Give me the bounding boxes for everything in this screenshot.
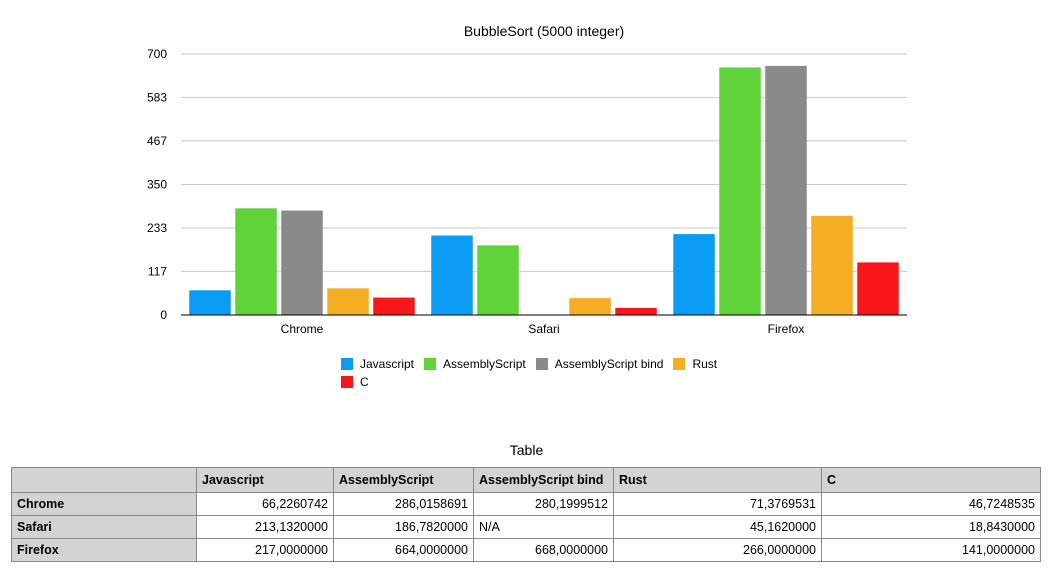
table-cell: 66,2260742 [196, 492, 334, 516]
row-label-chrome: Chrome [11, 492, 197, 516]
legend: Javascript AssemblyScript AssemblyScript… [341, 357, 761, 389]
x-tick-label: Safari [528, 322, 559, 336]
legend-item-assemblyscript-bind: AssemblyScript bind [535, 357, 664, 371]
legend-swatch-assemblyscript-bind [535, 358, 548, 370]
legend-item-c: C [341, 375, 369, 389]
table-cell: 71,3769531 [613, 492, 822, 516]
y-tick-label: 583 [147, 91, 167, 105]
y-axis-ticks: 0 117 233 350 467 583 700 [147, 47, 167, 322]
table-cell: 18,8430000 [821, 515, 1041, 539]
table-header-corner [11, 467, 197, 493]
x-axis-ticks: Chrome Safari Firefox [281, 322, 805, 336]
y-tick-label: 467 [147, 134, 167, 148]
table-header-c: C [821, 467, 1041, 493]
y-tick-label: 233 [147, 221, 167, 235]
table-header-rust: Rust [613, 467, 822, 493]
bar-safari-rust [569, 298, 611, 315]
bar-firefox-rust [811, 215, 853, 315]
legend-label-assemblyscript: AssemblyScript [443, 357, 526, 371]
x-tick-label: Firefox [768, 322, 805, 336]
table-cell: 664,0000000 [333, 538, 474, 562]
y-tick-label: 700 [147, 47, 167, 61]
table-cell: 46,7248535 [821, 492, 1041, 516]
legend-swatch-javascript [341, 358, 353, 370]
legend-item-rust: Rust [673, 357, 717, 371]
table-row: Chrome 66,2260742 286,0158691 280,199951… [11, 492, 1041, 516]
legend-item-javascript: Javascript [341, 357, 414, 371]
data-table: Javascript AssemblyScript AssemblyScript… [11, 467, 1041, 562]
legend-label-rust: Rust [692, 357, 718, 371]
legend-swatch-c [341, 376, 353, 388]
y-tick-label: 350 [147, 178, 167, 192]
table-header-assemblyscript-bind: AssemblyScript bind [473, 467, 614, 493]
bar-chrome-javascript [189, 290, 231, 315]
bar-chrome-c [373, 297, 415, 315]
bar-firefox-javascript [673, 234, 715, 315]
table-row: Firefox 217,0000000 664,0000000 668,0000… [11, 538, 1041, 562]
bar-firefox-assemblyscript-bind [765, 65, 807, 315]
legend-swatch-assemblyscript [424, 358, 437, 370]
table-cell: 217,0000000 [196, 538, 334, 562]
table-row: Safari 213,1320000 186,7820000 N/A 45,16… [11, 515, 1041, 539]
x-tick-label: Chrome [281, 322, 324, 336]
y-tick-label: 0 [160, 308, 167, 322]
table-cell: 45,1620000 [613, 515, 822, 539]
y-tick-label: 117 [148, 264, 167, 278]
bar-safari-assemblyscript [477, 245, 519, 315]
bar-firefox-assemblyscript [719, 67, 761, 316]
table-cell: 668,0000000 [473, 538, 614, 562]
bar-safari-javascript [431, 235, 473, 315]
legend-label-c: C [360, 375, 369, 389]
bar-chart: BubbleSort (5000 integer) 0 117 233 350 467 5… [147, 23, 907, 336]
bar-chrome-rust [327, 288, 369, 315]
legend-label-assemblyscript-bind: AssemblyScript bind [554, 357, 664, 371]
row-label-firefox: Firefox [11, 538, 197, 562]
chart-title: BubbleSort (5000 integer) [464, 23, 624, 39]
table-header-assemblyscript: AssemblyScript [333, 467, 474, 493]
table-cell: 186,7820000 [333, 515, 474, 539]
bar-chrome-assemblyscript [235, 208, 277, 315]
table-cell: 266,0000000 [613, 538, 822, 562]
bar-chrome-assemblyscript-bind [281, 210, 323, 315]
bar-firefox-c [857, 262, 899, 315]
table-cell: 141,0000000 [821, 538, 1041, 562]
legend-swatch-rust [673, 358, 686, 370]
table-cell: N/A [473, 515, 614, 539]
row-label-safari: Safari [11, 515, 197, 539]
table-cell: 213,1320000 [196, 515, 334, 539]
bar-safari-c [615, 307, 657, 315]
bars [189, 65, 899, 316]
legend-label-javascript: Javascript [360, 357, 415, 371]
legend-item-assemblyscript: AssemblyScript [424, 357, 526, 371]
table-cell: 286,0158691 [333, 492, 474, 516]
table-header-row: Javascript AssemblyScript AssemblyScript… [11, 467, 1041, 493]
table-cell: 280,1999512 [473, 492, 614, 516]
table-header-javascript: Javascript [196, 467, 334, 493]
table-title: Table [509, 442, 544, 458]
